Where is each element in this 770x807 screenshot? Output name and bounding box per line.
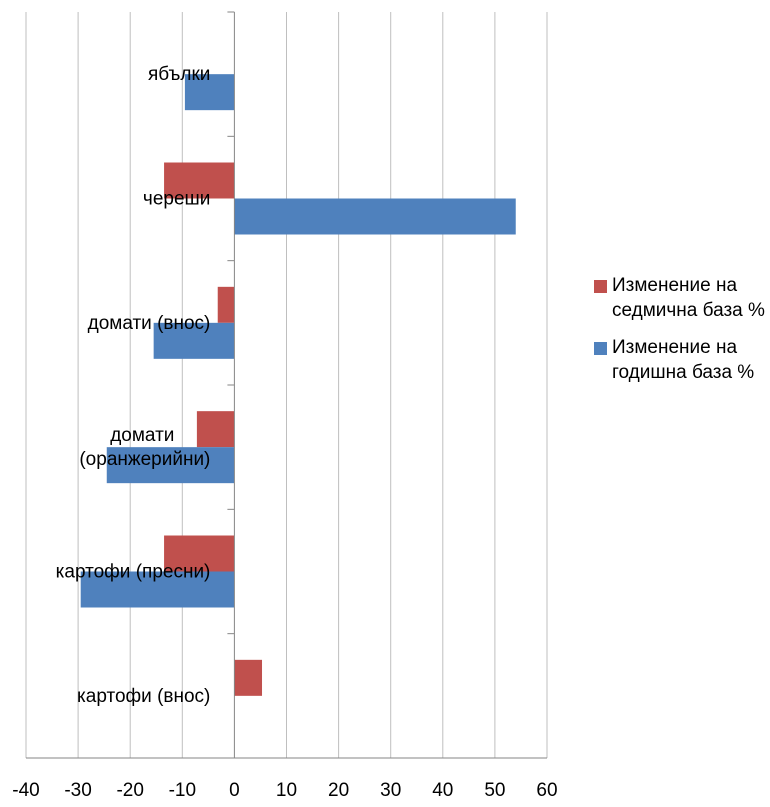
x-tick-label: -20 [116,780,143,801]
bar [164,162,235,199]
category-label: картофи (внос) [77,686,210,707]
bar [234,659,263,696]
legend-item-yearly: Изменение на годишна база % [594,335,770,385]
legend-label-yearly: Изменение на годишна база % [612,337,755,383]
x-tick-label: 10 [276,780,297,801]
x-tick-label: -10 [169,780,196,801]
legend-swatch-yearly [594,342,607,355]
bar [234,198,516,235]
category-label: домати (оранжерийни) [79,425,210,470]
bar [217,286,235,323]
bar [153,322,235,359]
legend-item-weekly: Изменение на седмична база % [594,273,770,323]
x-tick-label: 50 [484,780,505,801]
x-tick-label: 0 [229,780,240,801]
x-tick-label: 60 [536,780,557,801]
category-label: домати (внос) [88,313,211,334]
x-tick-label: 20 [328,780,349,801]
bar [196,411,235,448]
category-label: ябълки [148,64,210,85]
bar [184,74,235,111]
bar [164,535,235,572]
legend-swatch-weekly [594,280,607,293]
category-label: череши [143,189,210,210]
x-tick-label: -30 [64,780,91,801]
bar [80,571,235,608]
category-label: картофи (пресни) [56,562,211,583]
x-tick-label: -40 [12,780,39,801]
bar [106,447,235,484]
legend-label-weekly: Изменение на седмична база % [612,275,765,321]
legend: Изменение на седмична база % Изменение н… [594,273,770,397]
x-tick-label: 30 [380,780,401,801]
x-tick-label: 40 [432,780,453,801]
